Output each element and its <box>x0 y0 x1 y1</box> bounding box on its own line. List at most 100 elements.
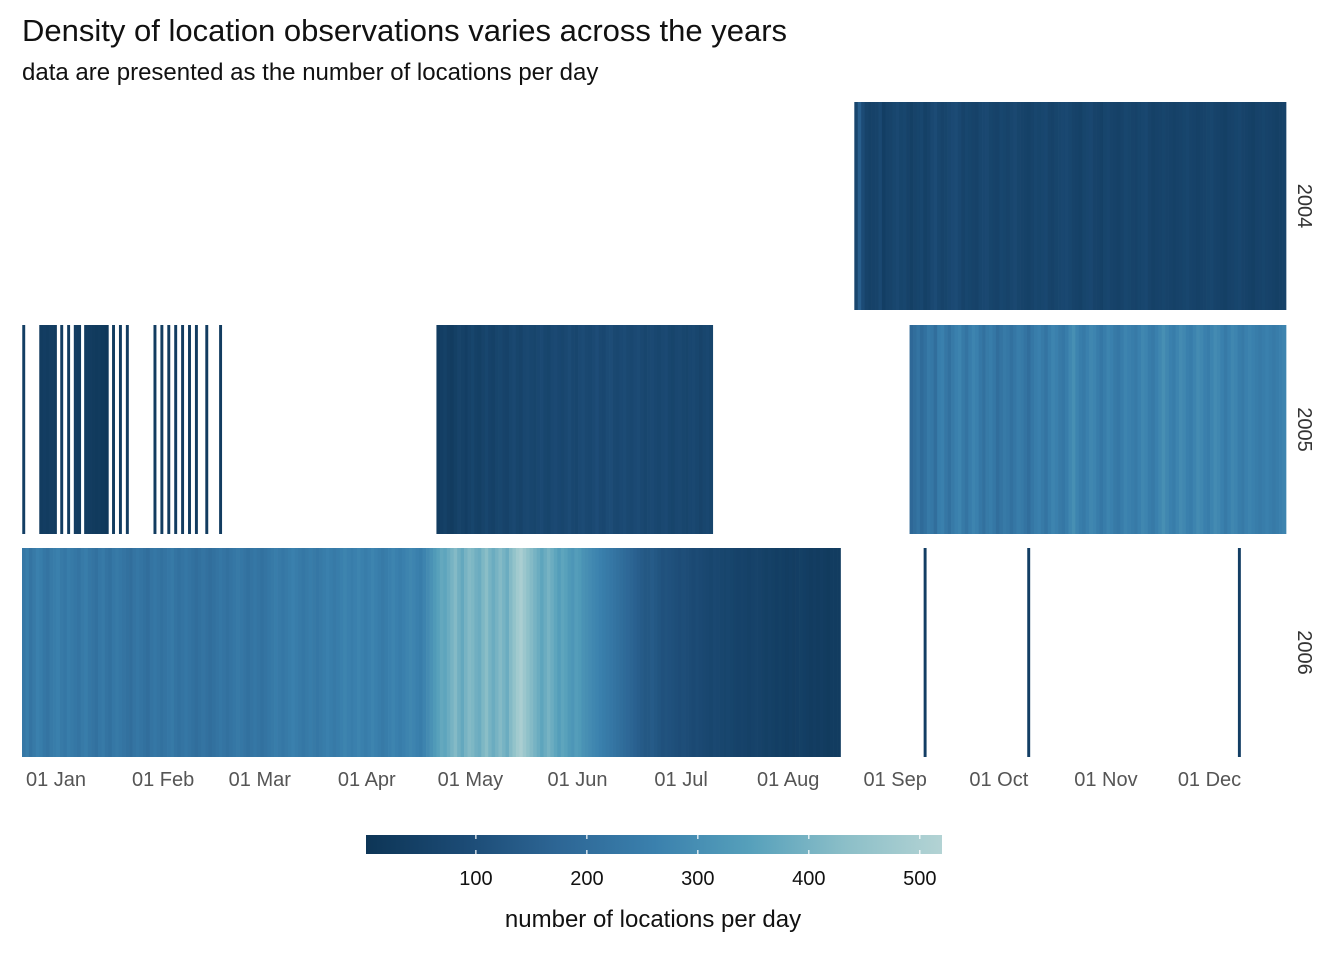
heat-cell <box>457 325 461 534</box>
heat-cell <box>978 325 983 534</box>
heat-cell <box>477 548 482 757</box>
heat-cell <box>1251 102 1256 310</box>
heat-cell <box>1026 325 1031 534</box>
heat-cell <box>1044 325 1049 534</box>
heat-cell <box>536 548 541 757</box>
heat-cell <box>540 548 544 757</box>
heat-cell <box>961 102 966 310</box>
heat-cell <box>902 102 907 310</box>
heat-cell <box>274 548 278 757</box>
heat-cell <box>1237 548 1241 757</box>
heat-cell <box>1085 102 1090 310</box>
heat-cell <box>1099 325 1104 534</box>
heat-cell <box>101 325 106 534</box>
heat-cell <box>1196 102 1201 310</box>
heat-cell <box>947 102 952 310</box>
heat-cell <box>80 548 85 757</box>
heat-cell <box>218 548 223 757</box>
heat-cell <box>995 325 1000 534</box>
heat-cell <box>564 548 569 757</box>
heat-cell <box>705 325 710 534</box>
heat-cell <box>1109 102 1114 310</box>
heat-cell <box>363 548 368 757</box>
heat-cell <box>1068 102 1073 310</box>
heat-cell <box>1054 102 1059 310</box>
heat-cell <box>647 325 651 534</box>
heat-cell <box>875 102 879 310</box>
heat-cell <box>754 548 758 757</box>
heat-cell <box>609 325 613 534</box>
heat-cell <box>1158 325 1163 534</box>
heat-cell <box>906 102 910 310</box>
heat-cell <box>1223 102 1228 310</box>
heat-cell <box>757 548 762 757</box>
heat-cell <box>67 325 71 534</box>
heat-cell <box>557 325 562 534</box>
heat-cell <box>560 325 565 534</box>
heat-cell <box>201 548 206 757</box>
heat-cell <box>1044 102 1049 310</box>
heat-cell <box>453 548 458 757</box>
heat-cell <box>249 548 254 757</box>
heat-cell <box>816 548 821 757</box>
color-legend: 100 200 300 400 500 number of locations per … <box>366 835 942 933</box>
heat-cell <box>629 548 634 757</box>
heat-cell <box>626 548 631 757</box>
heat-cell <box>591 548 596 757</box>
heat-cell <box>792 548 796 757</box>
heat-cell <box>650 325 655 534</box>
heat-cell <box>1123 325 1128 534</box>
x-tick-label: 01 Mar <box>229 769 292 791</box>
heat-cell <box>312 548 316 757</box>
heat-cell <box>142 548 147 757</box>
heat-cell <box>215 548 220 757</box>
heat-cell <box>46 548 50 757</box>
heat-cell <box>664 548 669 757</box>
heat-cell <box>1051 325 1055 534</box>
heat-cell <box>188 325 191 534</box>
heat-cell <box>194 325 198 534</box>
heat-cell <box>778 548 783 757</box>
heat-cell <box>1061 102 1066 310</box>
heat-cell <box>56 548 61 757</box>
x-tick-label: 01 Dec <box>1178 769 1241 791</box>
heat-cell <box>671 548 676 757</box>
heat-cell <box>1282 325 1287 534</box>
heat-cell <box>1006 102 1011 310</box>
heat-cell <box>1116 325 1121 534</box>
heat-cell <box>73 325 78 534</box>
heat-cell <box>1261 325 1266 534</box>
heat-cell <box>584 548 589 757</box>
heat-cell <box>332 548 337 757</box>
heat-cell <box>374 548 379 757</box>
heat-cell <box>578 325 582 534</box>
heat-cell <box>926 102 931 310</box>
heat-cell <box>709 548 714 757</box>
legend-title: number of locations per day <box>505 906 801 933</box>
heat-cell <box>322 548 327 757</box>
heat-cell <box>584 325 589 534</box>
heat-cell <box>284 548 289 757</box>
heat-cell <box>367 548 372 757</box>
heat-cell <box>609 548 613 757</box>
heat-cell <box>146 548 151 757</box>
heat-cell <box>263 548 268 757</box>
heat-cell <box>160 548 164 757</box>
heat-cell <box>267 548 271 757</box>
heat-cell <box>553 325 558 534</box>
x-tick-label: 01 Jan <box>26 769 86 791</box>
heat-cell <box>1075 325 1080 534</box>
heat-cell <box>180 548 185 757</box>
heat-cell <box>988 102 993 310</box>
heat-cell <box>1064 325 1069 534</box>
heat-cell <box>1106 325 1111 534</box>
heat-cell <box>1178 325 1183 534</box>
heat-cell <box>450 325 455 534</box>
heat-cell <box>654 548 658 757</box>
heat-cell <box>174 325 178 534</box>
heat-cell <box>788 548 793 757</box>
heat-cell <box>208 548 213 757</box>
heat-cell <box>502 325 506 534</box>
heat-cell <box>985 102 990 310</box>
